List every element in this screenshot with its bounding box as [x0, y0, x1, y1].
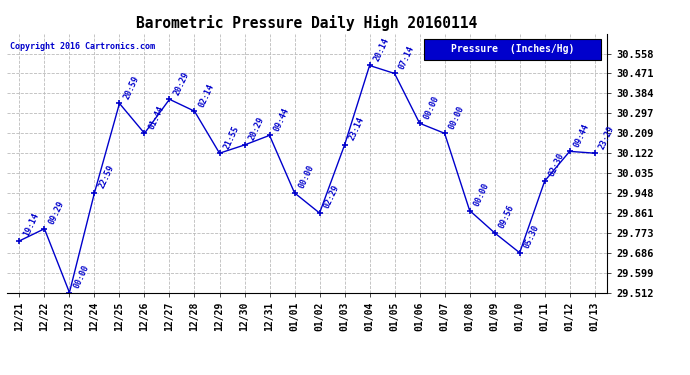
Text: 19:14: 19:14: [22, 211, 41, 238]
Text: 09:29: 09:29: [47, 200, 66, 226]
Text: 23:14: 23:14: [347, 116, 366, 142]
Text: 00:00: 00:00: [72, 263, 91, 290]
Text: 01:44: 01:44: [147, 104, 166, 130]
Text: 22:59: 22:59: [97, 164, 116, 190]
Title: Barometric Pressure Daily High 20160114: Barometric Pressure Daily High 20160114: [137, 15, 477, 31]
Text: 02:29: 02:29: [322, 184, 341, 210]
Text: 07:14: 07:14: [397, 44, 416, 71]
Text: 02:14: 02:14: [197, 82, 216, 108]
Text: 20:29: 20:29: [172, 70, 191, 96]
Text: 20:14: 20:14: [373, 36, 391, 63]
Text: 02:30: 02:30: [547, 152, 566, 178]
Text: 21:55: 21:55: [222, 124, 241, 150]
Text: 20:59: 20:59: [122, 74, 141, 100]
Text: 00:00: 00:00: [297, 164, 316, 190]
Text: 20:29: 20:29: [247, 116, 266, 142]
Text: 05:30: 05:30: [522, 224, 541, 250]
Text: 09:44: 09:44: [273, 106, 291, 133]
Text: Pressure  (Inches/Hg): Pressure (Inches/Hg): [451, 44, 574, 54]
FancyBboxPatch shape: [424, 39, 601, 60]
Text: 09:44: 09:44: [573, 122, 591, 148]
Text: 09:56: 09:56: [497, 204, 516, 230]
Text: 23:29: 23:29: [598, 124, 616, 150]
Text: 00:00: 00:00: [447, 104, 466, 130]
Text: 00:00: 00:00: [473, 181, 491, 208]
Text: 00:00: 00:00: [422, 94, 441, 120]
Text: Copyright 2016 Cartronics.com: Copyright 2016 Cartronics.com: [10, 42, 155, 51]
